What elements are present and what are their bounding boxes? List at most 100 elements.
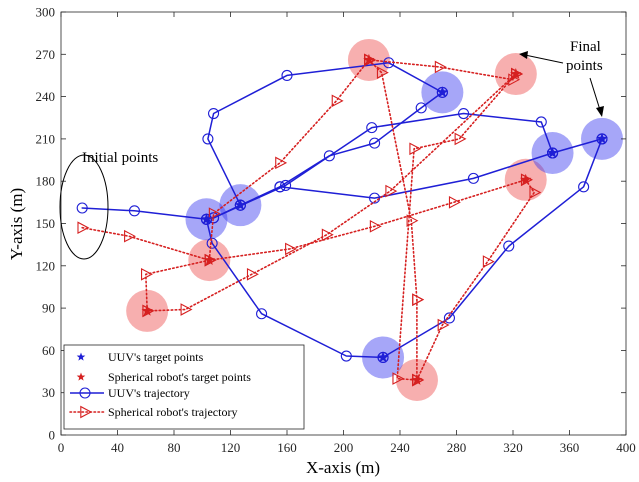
legend: UUV's target points Spherical robot's tar… [63,344,305,430]
robot-trajectory-marker [409,142,422,156]
uuv-trajectory-marker [281,69,293,81]
robot-target-star [141,304,153,316]
robot-trajectory-line [416,179,536,381]
robot-trajectory-marker [321,228,334,242]
x-axis-label: X-axis (m) [306,458,380,477]
robot-trajectory-marker [331,94,344,108]
x-tick-label: 280 [447,440,467,455]
robot-trajectory-marker [124,229,136,243]
legend-label: UUV's trajectory [108,386,190,400]
uuv-trajectory-line [279,152,554,199]
initial-points-label: Initial points [82,150,158,166]
robot-trajectory-marker [437,318,450,332]
x-tick-label: 40 [111,440,124,455]
uuv-trajectory-marker [467,172,480,184]
y-tick-label: 60 [42,343,55,358]
y-tick-label: 90 [42,301,55,316]
robot-trajectory-line [368,59,418,301]
uuv-trajectory-marker [366,122,378,134]
robot-trajectory-marker [406,214,419,227]
x-tick-label: 240 [390,440,410,455]
legend-label: Spherical robot's target points [108,370,251,384]
uuv-target-star [200,213,213,225]
uuv-trajectory-marker [202,133,214,145]
final-points-label-line2: points [566,58,603,74]
uuv-trajectory-marker [206,237,218,249]
robot-trajectory-marker [385,184,398,198]
robot-trajectory-marker [434,60,447,74]
robot-trajectory-marker [529,186,542,199]
robot-trajectory-marker [392,372,405,385]
uuv-trajectory-marker [274,181,286,193]
uuv-trajectory-marker [535,116,547,128]
robot-target-star [510,68,522,79]
uuv-trajectory-line [81,207,208,221]
uuv-trajectory-marker [578,181,590,193]
robot-trajectory-line [396,73,517,381]
uuv-trajectory-marker [323,150,335,162]
x-tick-label: 360 [560,440,580,455]
robot-trajectory-marker [454,132,467,146]
uuv-trajectory-marker [458,107,470,120]
uuv-trajectory-marker [256,308,268,320]
final-arrow-left [519,51,564,64]
uuv-trajectory-marker [443,312,455,324]
y-tick-label: 300 [36,5,56,20]
axis-ticks: 0 40 80 120 160 200 240 280 320 360 400 0 30 60 90 120 1… [36,5,636,456]
uuv-trajectory-marker [208,107,220,120]
y-tick-label: 30 [42,385,55,400]
x-tick-label: 160 [277,440,297,455]
uuv-target-star [377,351,389,363]
uuv-target-star [234,199,247,210]
robot-trajectory-marker [285,242,298,256]
legend-star-marker [76,352,86,361]
robot-trajectory-marker [246,267,259,281]
y-tick-label: 0 [49,428,56,443]
robot-trajectory-marker [180,303,193,316]
robot-trajectory-line [208,59,370,262]
x-tick-label: 320 [503,440,523,455]
final-arrow-right [589,77,604,117]
uuv-trajectory-marker [76,202,88,214]
initial-points-ellipse [59,154,109,260]
legend-box [63,344,305,430]
uuv-trajectory-marker [340,350,352,362]
legend-circle-marker [79,387,91,399]
uuv-target-star [596,132,608,144]
y-tick-label: 270 [36,47,56,62]
robot-trajectory-marker [141,267,153,281]
uuv-trajectory-line [551,138,603,154]
y-tick-label: 180 [36,174,56,189]
legend-label: Spherical robot's trajectory [108,405,237,419]
uuv-trajectory-marker [503,240,515,252]
robot-target-star [411,374,423,385]
y-tick-label: 120 [36,258,56,273]
robot-trajectory-line [81,226,211,262]
uuv-target-star [436,86,449,98]
robot-trajectory-marker [275,156,288,170]
uuv-trajectory-marker [280,179,292,191]
uuv-trajectory-line [239,91,444,206]
x-tick-label: 120 [221,440,241,455]
uuv-target-star [546,147,559,158]
x-tick-label: 80 [168,440,181,455]
final-points-label-line1: Final [570,39,601,55]
robot-trajectory-marker [208,207,221,220]
robot-target-star [203,254,215,265]
uuv-trajectory-marker [369,137,381,149]
uuv-trajectory-marker [369,192,381,204]
robot-target-star [363,53,375,65]
uuv-trajectory-line [382,138,603,359]
legend-star-marker [76,372,86,381]
robot-trajectory-marker [369,220,382,233]
uuv-trajectory-line [207,62,444,206]
uuv-trajectory-marker [128,205,140,217]
robot-trajectory-marker [77,221,90,235]
trajectories [76,53,608,387]
robot-trajectory-marker [448,196,461,209]
x-tick-label: 0 [58,440,65,455]
robot-trajectory-marker [376,66,389,79]
y-axis-label: Y-axis (m) [7,188,26,260]
robot-trajectory-marker [482,255,495,268]
